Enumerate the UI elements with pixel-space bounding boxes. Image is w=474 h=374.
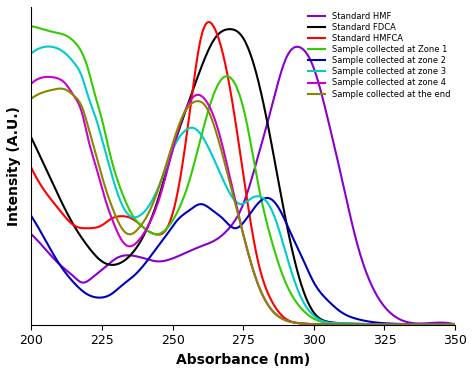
Standard FDCA xyxy=(312,312,318,316)
Standard HMFCA xyxy=(221,55,227,60)
Line: Sample collected at zone 3: Sample collected at zone 3 xyxy=(31,46,455,325)
Standard HMFCA xyxy=(279,313,285,318)
Line: Sample collected at the end: Sample collected at the end xyxy=(31,89,455,325)
Standard HMF xyxy=(278,70,284,74)
Y-axis label: Intensity (A.U.): Intensity (A.U.) xyxy=(7,106,21,226)
Sample collected at zone 3 xyxy=(452,322,458,327)
Sample collected at Zone 1 xyxy=(347,321,353,326)
Sample collected at zone 3 xyxy=(46,44,51,49)
Sample collected at the end xyxy=(28,96,34,101)
Standard HMF xyxy=(103,264,109,269)
Sample collected at zone 4 xyxy=(279,316,285,321)
Sample collected at the end xyxy=(312,322,318,327)
Standard FDCA xyxy=(279,197,285,202)
Sample collected at Zone 1 xyxy=(137,223,143,227)
Standard HMFCA xyxy=(312,322,318,327)
Sample collected at zone 3 xyxy=(312,315,318,319)
Sample collected at the end xyxy=(279,316,285,321)
Sample collected at zone 3 xyxy=(221,179,227,184)
Standard HMF xyxy=(294,45,300,49)
Line: Sample collected at zone 4: Sample collected at zone 4 xyxy=(31,77,455,325)
Sample collected at the end xyxy=(104,191,110,195)
Sample collected at the end xyxy=(349,322,355,327)
Standard HMFCA xyxy=(334,322,340,327)
Legend: Standard HMF, Standard FDCA, Standard HMFCA, Sample collected at Zone 1, Sample : Standard HMF, Standard FDCA, Standard HM… xyxy=(305,9,454,102)
Standard FDCA xyxy=(103,261,109,266)
Standard HMFCA xyxy=(349,322,355,327)
Line: Sample collected at zone 2: Sample collected at zone 2 xyxy=(31,198,455,325)
Standard HMF xyxy=(452,322,458,327)
Sample collected at zone 2 xyxy=(348,315,354,319)
Sample collected at zone 2 xyxy=(452,322,458,327)
X-axis label: Absorbance (nm): Absorbance (nm) xyxy=(176,353,310,367)
Standard HMFCA xyxy=(28,166,34,170)
Standard FDCA xyxy=(452,322,458,327)
Sample collected at zone 3 xyxy=(348,321,354,326)
Sample collected at the end xyxy=(330,322,336,327)
Sample collected at zone 4 xyxy=(28,81,34,86)
Sample collected at zone 4 xyxy=(46,74,51,79)
Standard HMF xyxy=(28,232,34,236)
Standard FDCA xyxy=(28,135,34,140)
Sample collected at zone 4 xyxy=(349,322,355,327)
Standard HMFCA xyxy=(452,322,458,327)
Sample collected at the end xyxy=(221,157,227,162)
Sample collected at zone 2 xyxy=(312,282,318,287)
Sample collected at zone 2 xyxy=(279,211,285,216)
Sample collected at zone 4 xyxy=(452,322,458,327)
Sample collected at zone 3 xyxy=(440,322,446,327)
Sample collected at the end xyxy=(138,223,144,228)
Sample collected at zone 2 xyxy=(103,294,109,299)
Sample collected at zone 3 xyxy=(104,156,110,160)
Line: Standard FDCA: Standard FDCA xyxy=(31,29,455,325)
Sample collected at Zone 1 xyxy=(103,136,109,141)
Line: Sample collected at Zone 1: Sample collected at Zone 1 xyxy=(31,26,455,325)
Standard FDCA xyxy=(220,28,226,33)
Sample collected at Zone 1 xyxy=(278,269,284,273)
Standard HMFCA xyxy=(137,223,143,227)
Line: Standard HMF: Standard HMF xyxy=(31,47,455,325)
Sample collected at zone 2 xyxy=(264,196,270,200)
Sample collected at zone 4 xyxy=(138,235,144,240)
Line: Standard HMFCA: Standard HMFCA xyxy=(31,22,455,325)
Sample collected at Zone 1 xyxy=(311,317,317,321)
Sample collected at zone 3 xyxy=(28,51,34,55)
Standard HMF xyxy=(220,232,226,237)
Sample collected at zone 4 xyxy=(104,203,110,208)
Sample collected at zone 3 xyxy=(279,237,285,242)
Sample collected at Zone 1 xyxy=(28,24,34,28)
Standard FDCA xyxy=(137,239,143,244)
Standard FDCA xyxy=(348,322,354,326)
Sample collected at zone 2 xyxy=(137,267,143,272)
Standard HMF xyxy=(312,70,318,74)
Sample collected at Zone 1 xyxy=(452,322,458,327)
Sample collected at the end xyxy=(57,86,63,91)
Standard HMF xyxy=(348,217,354,222)
Sample collected at zone 4 xyxy=(312,322,318,327)
Standard FDCA xyxy=(228,27,233,31)
Standard FDCA xyxy=(373,322,379,327)
Sample collected at zone 4 xyxy=(221,149,227,153)
Sample collected at Zone 1 xyxy=(220,76,226,80)
Sample collected at zone 2 xyxy=(220,217,226,221)
Sample collected at Zone 1 xyxy=(408,322,413,327)
Sample collected at zone 4 xyxy=(330,322,336,327)
Sample collected at the end xyxy=(452,322,458,327)
Sample collected at zone 2 xyxy=(438,322,444,327)
Sample collected at zone 2 xyxy=(28,214,34,218)
Standard HMFCA xyxy=(206,20,212,24)
Standard HMFCA xyxy=(103,220,109,224)
Standard HMF xyxy=(137,255,143,260)
Sample collected at zone 3 xyxy=(138,212,144,217)
